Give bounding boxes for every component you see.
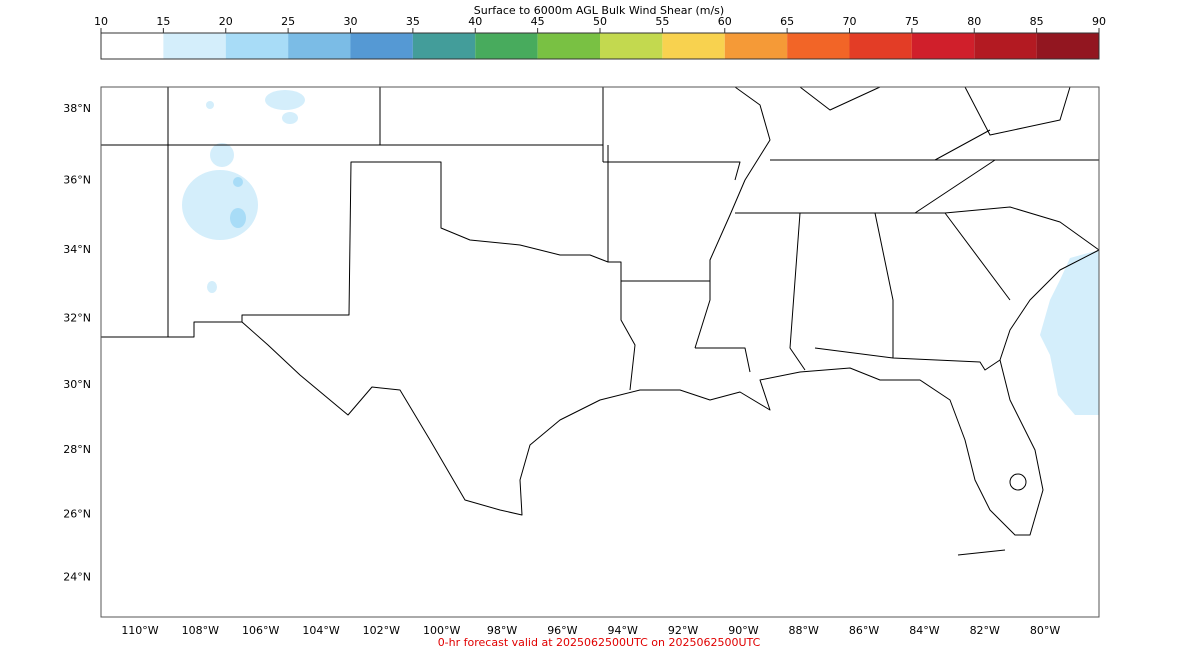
lon-label: 104°W [302, 624, 339, 637]
map-frame [100, 86, 1100, 618]
lon-label: 98°W [487, 624, 517, 637]
colorbar-segment [911, 33, 975, 59]
colorbar-segment [849, 33, 912, 59]
colorbar-segment [724, 33, 788, 59]
lon-label: 110°W [121, 624, 158, 637]
colorbar-tick-label: 40 [468, 15, 482, 28]
colorbar-segment [225, 33, 289, 59]
lon-label: 80°W [1030, 624, 1060, 637]
colorbar-segment [475, 33, 538, 59]
colorbar-segment [288, 33, 351, 59]
shear-field [182, 90, 1099, 415]
colorbar-segment [1036, 33, 1099, 59]
colorbar-tick-label: 55 [655, 15, 669, 28]
lat-label: 30°N [63, 378, 91, 391]
lon-label: 86°W [849, 624, 879, 637]
colorbar-tick-label: 75 [905, 15, 919, 28]
colorbar-tick-label: 25 [281, 15, 295, 28]
colorbar-segment [163, 33, 226, 59]
colorbar-segment [350, 33, 413, 59]
colorbar: 10 15 20 25 30 35 40 45 50 55 60 65 70 75 80 85 90 [94, 15, 1106, 59]
lon-label: 82°W [970, 624, 1000, 637]
lon-label: 88°W [789, 624, 819, 637]
colorbar-tick-label: 30 [344, 15, 358, 28]
colorbar-tick-label: 35 [406, 15, 420, 28]
lat-label: 36°N [63, 173, 91, 186]
lon-label: 94°W [608, 624, 638, 637]
lat-label: 24°N [63, 570, 91, 583]
footer: 0-hr forecast valid at 2025062500UTC on … [438, 636, 761, 649]
map-borders [101, 86, 1100, 556]
lon-label: 108°W [182, 624, 219, 637]
colorbar-tick-label: 70 [843, 15, 857, 28]
colorbar-segment [787, 33, 850, 59]
lon-label: 84°W [909, 624, 939, 637]
colorbar-segment [600, 33, 663, 59]
colorbar-tick-label: 60 [718, 15, 732, 28]
colorbar-tick-label: 10 [94, 15, 108, 28]
colorbar-tick-label: 15 [156, 15, 170, 28]
colorbar-frame [100, 32, 1100, 60]
lon-label: 92°W [668, 624, 698, 637]
lat-label: 38°N [63, 102, 91, 115]
colorbar-title: Surface to 6000m AGL Bulk Wind Shear (m/… [474, 4, 724, 17]
lon-label: 100°W [423, 624, 460, 637]
lon-label: 102°W [363, 624, 400, 637]
colorbar-segment [537, 33, 600, 59]
lat-label: 28°N [63, 443, 91, 456]
lat-label: 26°N [63, 507, 91, 520]
colorbar-segment [662, 33, 725, 59]
colorbar-tick-label: 50 [593, 15, 607, 28]
colorbar-tick-label: 80 [967, 15, 981, 28]
colorbar-segment [101, 33, 164, 59]
lon-label: 90°W [728, 624, 758, 637]
lat-label: 32°N [63, 311, 91, 324]
colorbar-tick-label: 85 [1030, 15, 1044, 28]
colorbar-segment [974, 33, 1037, 59]
axis-labels: 38°N 36°N 34°N 32°N 30°N 28°N 26°N 24°N 110°W 108… [63, 102, 1060, 637]
colorbar-tick-label: 65 [780, 15, 794, 28]
lon-label: 96°W [547, 624, 577, 637]
lon-label: 106°W [242, 624, 279, 637]
colorbar-segment [412, 33, 476, 59]
colorbar-tick-label: 45 [531, 15, 545, 28]
colorbar-tick-label: 90 [1092, 15, 1106, 28]
lat-label: 34°N [63, 243, 91, 256]
colorbar-tick-label: 20 [219, 15, 233, 28]
